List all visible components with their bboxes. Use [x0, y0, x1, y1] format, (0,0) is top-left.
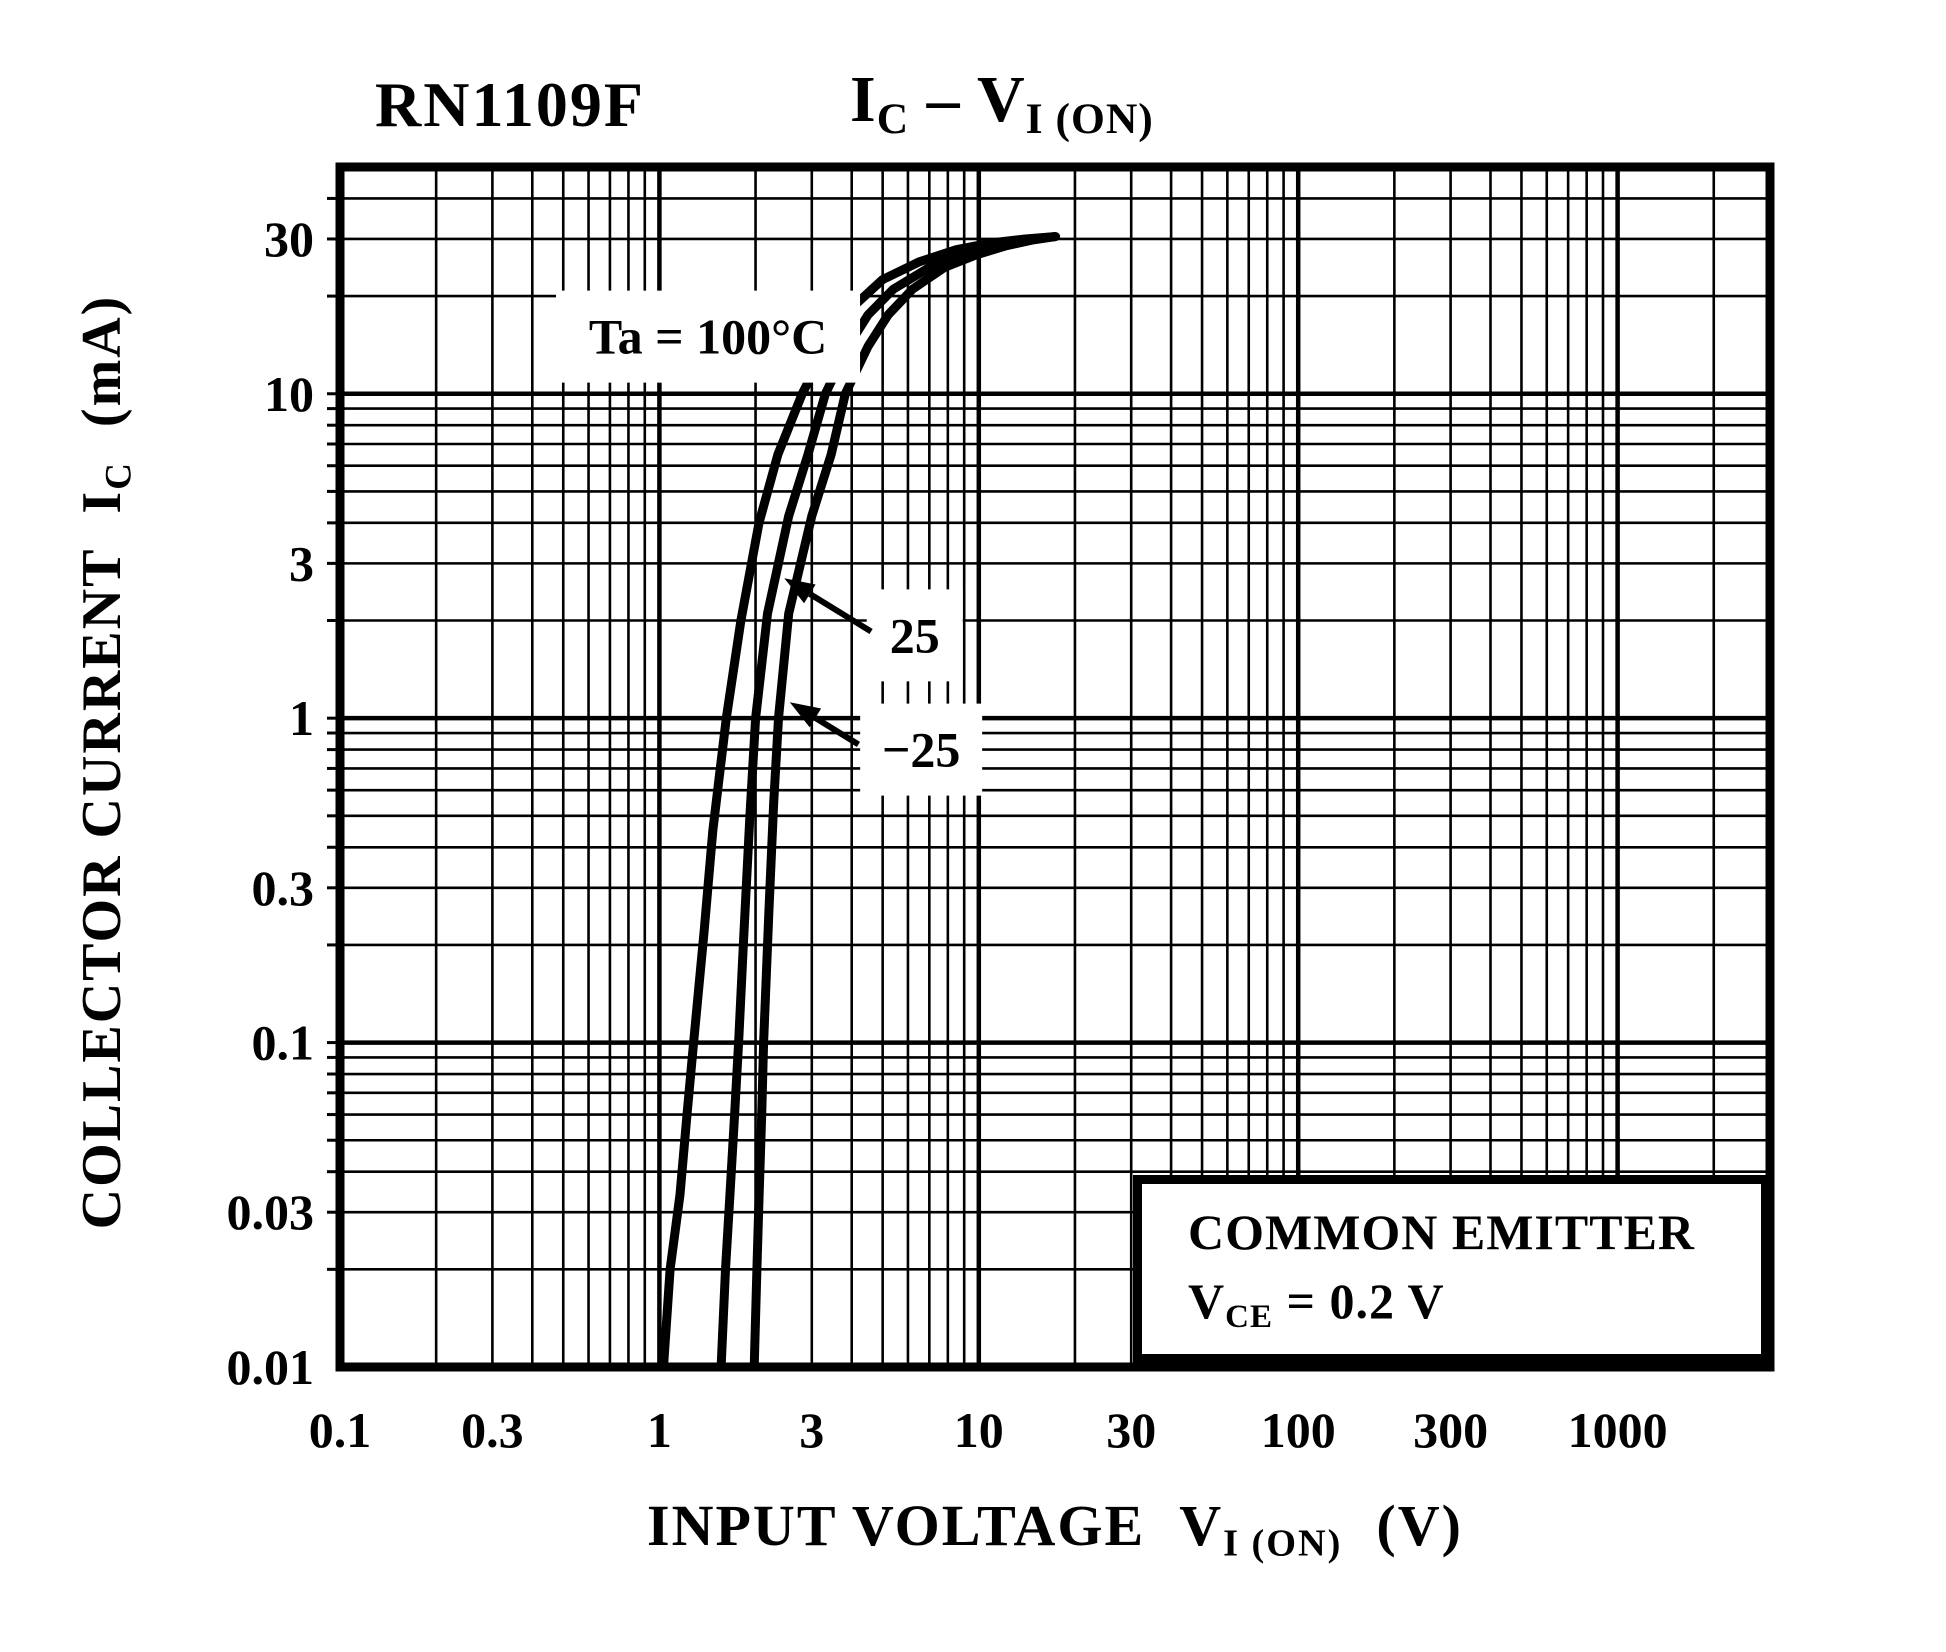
condition-line-common-emitter: COMMON EMITTER	[1188, 1204, 1696, 1260]
label-minus-25: −25	[882, 722, 961, 778]
y-axis-title: COLLECTOR CURRENT IC (mA)	[70, 187, 150, 1337]
x-tick-label: 100	[1261, 1402, 1336, 1458]
graph-title: IC – VI (ON)	[850, 62, 1154, 144]
x-axis-title-unit: (V)	[1376, 1493, 1463, 1558]
label-minus-25-leader-line	[813, 715, 861, 747]
x-axis-title-main: INPUT VOLTAGE	[647, 1493, 1146, 1558]
y-tick-label: 1	[289, 690, 314, 746]
graph-title-v: V	[976, 63, 1026, 136]
y-axis-title-ic: I	[71, 489, 133, 514]
y-tick-label: 0.01	[227, 1339, 315, 1395]
x-axis-title: INPUT VOLTAGE VI (ON) (V)	[340, 1492, 1770, 1582]
graph-title-ic-sub: C	[876, 95, 910, 144]
x-tick-label: 3	[799, 1402, 824, 1458]
ta-label-background	[556, 290, 861, 383]
x-tick-label: 0.3	[461, 1402, 524, 1458]
plot-frame	[335, 162, 1775, 1372]
x-tick-label: 1	[647, 1402, 672, 1458]
label-minus-25-background	[860, 703, 983, 796]
graph-title-ic: I	[850, 63, 877, 136]
label-25-background	[866, 589, 963, 682]
x-tick-label: 1000	[1568, 1402, 1668, 1458]
y-tick-label: 0.03	[227, 1184, 315, 1240]
y-axis-title-ic-sub: C	[97, 461, 139, 490]
part-number-title: RN1109F	[375, 69, 645, 140]
x-axis-title-v: V	[1179, 1493, 1224, 1558]
curve-ta-minus-25c	[749, 232, 1061, 1372]
y-tick-label: 0.3	[252, 860, 315, 916]
vce-symbol: V	[1188, 1273, 1226, 1329]
y-axis-title-unit: (mA)	[71, 294, 133, 428]
x-tick-label: 0.1	[309, 1402, 372, 1458]
vce-value: = 0.2 V	[1272, 1273, 1445, 1329]
test-conditions-box: COMMON EMITTER VCE = 0.2 V	[1133, 1175, 1770, 1363]
label-minus-25-arrowhead	[789, 702, 822, 728]
y-tick-label: 10	[264, 366, 314, 422]
graph-title-dash: –	[909, 63, 977, 136]
x-tick-label: 30	[1106, 1402, 1156, 1458]
label-25-leader-line	[808, 591, 873, 635]
x-tick-label: 300	[1413, 1402, 1488, 1458]
label-25-arrowhead	[784, 578, 816, 604]
y-axis-title-main: COLLECTOR CURRENT	[71, 547, 133, 1230]
x-tick-label: 10	[954, 1402, 1004, 1458]
condition-line-vce: VCE = 0.2 V	[1188, 1267, 1761, 1341]
curve-ta-25c	[716, 232, 1060, 1372]
y-tick-label: 3	[289, 535, 314, 591]
vce-symbol-sub: CE	[1225, 1299, 1273, 1336]
curve-ta-100c	[659, 232, 1060, 1372]
figure-title-row: RN1109F IC – VI (ON)	[0, 58, 1946, 168]
ta-label: Ta = 100°C	[589, 309, 827, 365]
label-25: 25	[890, 607, 940, 663]
graph-title-v-sub: I (ON)	[1025, 95, 1154, 144]
y-tick-label: 0.1	[252, 1015, 315, 1071]
y-tick-label: 30	[264, 211, 314, 267]
x-axis-title-v-sub: I (ON)	[1223, 1522, 1343, 1565]
